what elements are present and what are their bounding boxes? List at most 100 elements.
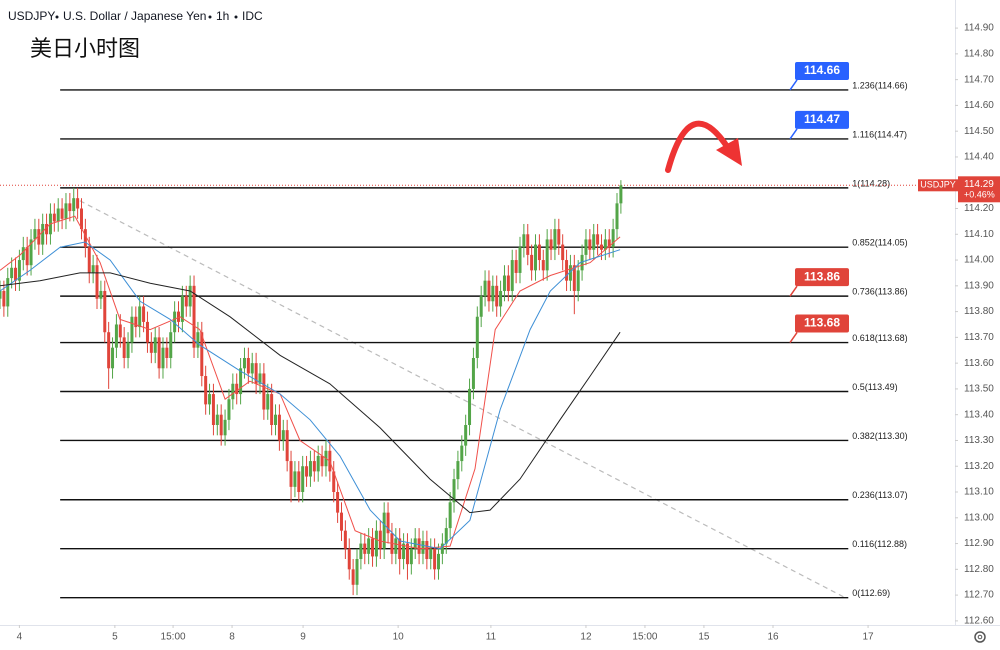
candle-body (29, 239, 33, 266)
price-tag (958, 176, 1000, 203)
candle-body (363, 543, 367, 554)
chart-title: 美日小时图 (30, 36, 140, 61)
candle-body (270, 394, 274, 425)
candle-body (320, 455, 324, 467)
candle-body (21, 247, 25, 261)
candle-body (448, 502, 452, 529)
y-tick-label: 112.70 (964, 590, 994, 601)
candle-body (409, 548, 413, 565)
candle-body (514, 260, 518, 273)
candle-body (491, 285, 495, 302)
x-tick-label: 15:00 (632, 632, 657, 643)
candle-body (308, 461, 312, 477)
y-tick-label: 114.40 (964, 152, 994, 163)
candle-body (17, 260, 21, 281)
candle-body (293, 471, 297, 487)
candle-body (495, 285, 499, 307)
callout-box (795, 110, 849, 129)
x-tick-label: 12 (580, 632, 592, 643)
x-tick-label: 11 (486, 632, 497, 643)
candle-body (223, 419, 227, 436)
moving-average (0, 272, 621, 514)
candle-body (619, 185, 623, 204)
candle-body (305, 466, 309, 477)
candle-body (281, 430, 285, 441)
candle-body (405, 543, 409, 565)
callout-pin (789, 332, 798, 343)
candle-body (417, 538, 421, 554)
candle-body (343, 530, 347, 549)
candle-body (114, 324, 118, 348)
y-tick-label: 113.20 (964, 461, 994, 472)
candle-body (429, 548, 433, 560)
candle-body (553, 229, 557, 250)
arrow-annotation (665, 120, 731, 173)
candle-body (107, 332, 111, 369)
x-tick-label: 5 (112, 632, 118, 643)
candle-body (444, 528, 448, 544)
candle-body (596, 234, 600, 245)
candle-body (456, 461, 460, 480)
y-tick-label: 114.50 (964, 126, 994, 137)
candle-body (208, 394, 212, 405)
y-tick-label: 114.00 (964, 255, 994, 266)
candle-body (258, 373, 262, 384)
callout-box (795, 314, 849, 333)
candle-body (56, 208, 60, 222)
gear[interactable] (974, 631, 986, 643)
x-tick-label: 16 (767, 632, 779, 643)
candle-body (534, 244, 538, 271)
y-tick-label: 114.20 (964, 203, 994, 214)
candle-body (157, 337, 161, 369)
candle-body (14, 267, 18, 281)
candle-body (33, 229, 37, 240)
candle-body (2, 290, 6, 307)
candle-body (130, 316, 134, 343)
fib-label: 1(114.28) (852, 178, 890, 188)
settings-icon[interactable] (974, 631, 986, 643)
candle-body (351, 569, 355, 585)
header: USDJPY U.S. Dollar / Japanese Yen 1h IDC (8, 9, 263, 23)
candle-body (576, 270, 580, 291)
x-tick-label: 10 (393, 632, 405, 643)
symbol-tag (918, 179, 958, 192)
candle-body (242, 357, 246, 369)
y-tick-label: 114.60 (964, 100, 994, 111)
x-tick-label: 15:00 (161, 632, 186, 643)
candle-body (378, 530, 382, 549)
candle-body (177, 311, 181, 322)
gear-center[interactable] (977, 634, 983, 640)
candle-body (526, 234, 530, 255)
candle-body (211, 394, 215, 425)
candle-body (239, 368, 243, 395)
fib-label: 0.116(112.88) (852, 539, 907, 549)
symbol-tag-label: USDJPY (920, 180, 956, 190)
candle-body (149, 342, 153, 353)
candle-body (549, 239, 553, 250)
candle-body (6, 278, 10, 307)
fib-label: 0.5(113.49) (852, 382, 897, 392)
candle-body (161, 347, 165, 369)
candle-body (126, 342, 130, 358)
candle-body (188, 285, 192, 307)
candle-body (452, 479, 456, 503)
symbol: USDJPY (8, 9, 55, 23)
y-tick-label: 112.60 (964, 616, 994, 627)
candle-body (297, 471, 301, 493)
candle-body (592, 234, 596, 250)
candle-body (91, 265, 95, 273)
candle-body (231, 383, 235, 400)
candle-body (165, 347, 169, 358)
candle-body (200, 332, 204, 377)
y-tick-label: 113.50 (964, 384, 994, 395)
candle-body (588, 239, 592, 250)
candle-body (355, 559, 359, 585)
fib-label: 0.618(113.68) (852, 333, 907, 343)
plot-area: 1.236(114.66) 1.116(114.47) 1(114.28) 0.852… (0, 61, 918, 599)
x-tick-label: 4 (17, 632, 23, 643)
callout-label: 114.47 (804, 112, 840, 126)
moving-average (0, 241, 621, 550)
candle-body (599, 244, 603, 250)
candle-body (122, 337, 126, 358)
